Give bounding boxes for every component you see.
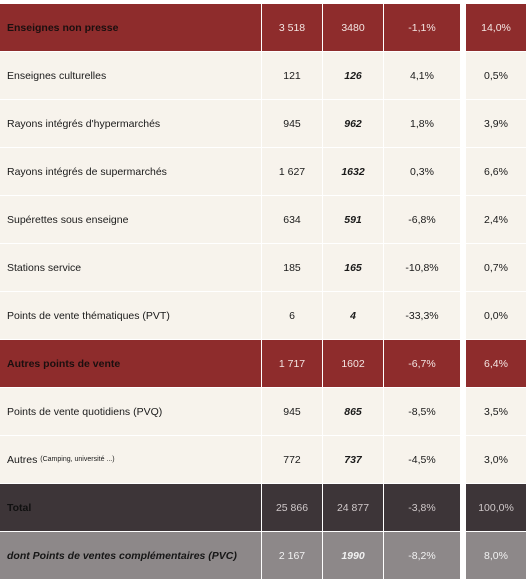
evolution: -6,8% [384,196,460,243]
evolution: -33,3% [384,292,460,339]
row-label: Enseignes non presse [0,4,261,51]
value-current: 737 [323,436,383,483]
column-gap [461,52,465,99]
table-row: Supérettes sous enseigne 634 591 -6,8% 2… [0,196,526,244]
value-previous: 1 627 [262,148,322,195]
row-label: Points de vente quotidiens (PVQ) [0,388,261,435]
value-previous: 1 717 [262,340,322,387]
pvc-row: dont Points de ventes complémentaires (P… [0,532,526,580]
share: 3,5% [466,388,526,435]
column-gap [461,388,465,435]
column-gap [461,4,465,51]
row-label: Autres points de vente [0,340,261,387]
value-current: 1990 [323,532,383,579]
row-label: Enseignes culturelles [0,52,261,99]
row-label: Rayons intégrés d'hypermarchés [0,100,261,147]
value-previous: 25 866 [262,484,322,531]
table-row: Enseignes non presse 3 518 3480 -1,1% 14… [0,4,526,52]
value-previous: 121 [262,52,322,99]
share: 6,4% [466,340,526,387]
table-row: Points de vente thématiques (PVT) 6 4 -3… [0,292,526,340]
evolution: -8,5% [384,388,460,435]
share: 3,0% [466,436,526,483]
value-previous: 2 167 [262,532,322,579]
value-current: 3480 [323,4,383,51]
value-current: 962 [323,100,383,147]
table-row: Enseignes culturelles 121 126 4,1% 0,5% [0,52,526,100]
distribution-table: Enseignes non presse 3 518 3480 -1,1% 14… [0,4,526,580]
share: 6,6% [466,148,526,195]
row-label-note: (Camping, université ...) [40,456,115,463]
table-row: Autres (Camping, université ...) 772 737… [0,436,526,484]
share: 2,4% [466,196,526,243]
column-gap [461,532,465,579]
evolution: 0,3% [384,148,460,195]
row-label: Points de vente thématiques (PVT) [0,292,261,339]
value-current: 24 877 [323,484,383,531]
value-previous: 6 [262,292,322,339]
row-label: dont Points de ventes complémentaires (P… [0,532,261,579]
column-gap [461,340,465,387]
row-label-text: Autres [7,453,38,466]
share: 0,5% [466,52,526,99]
value-previous: 634 [262,196,322,243]
evolution: 1,8% [384,100,460,147]
column-gap [461,436,465,483]
evolution: 4,1% [384,52,460,99]
share: 0,7% [466,244,526,291]
table-row: Points de vente quotidiens (PVQ) 945 865… [0,388,526,436]
evolution: -4,5% [384,436,460,483]
value-current: 591 [323,196,383,243]
total-row: Total 25 866 24 877 -3,8% 100,0% [0,484,526,532]
value-previous: 945 [262,100,322,147]
share: 8,0% [466,532,526,579]
row-label: Autres (Camping, université ...) [0,436,261,483]
evolution: -8,2% [384,532,460,579]
column-gap [461,148,465,195]
value-previous: 772 [262,436,322,483]
evolution: -1,1% [384,4,460,51]
share: 100,0% [466,484,526,531]
column-gap [461,292,465,339]
table-row: Rayons intégrés de supermarchés 1 627 16… [0,148,526,196]
share: 3,9% [466,100,526,147]
value-current: 865 [323,388,383,435]
column-gap [461,100,465,147]
value-current: 165 [323,244,383,291]
table-row: Autres points de vente 1 717 1602 -6,7% … [0,340,526,388]
share: 0,0% [466,292,526,339]
value-current: 4 [323,292,383,339]
table-row: Rayons intégrés d'hypermarchés 945 962 1… [0,100,526,148]
evolution: -6,7% [384,340,460,387]
row-label: Rayons intégrés de supermarchés [0,148,261,195]
value-current: 126 [323,52,383,99]
evolution: -3,8% [384,484,460,531]
value-current: 1602 [323,340,383,387]
value-current: 1632 [323,148,383,195]
value-previous: 185 [262,244,322,291]
row-label: Total [0,484,261,531]
evolution: -10,8% [384,244,460,291]
value-previous: 945 [262,388,322,435]
column-gap [461,484,465,531]
value-previous: 3 518 [262,4,322,51]
table-row: Stations service 185 165 -10,8% 0,7% [0,244,526,292]
column-gap [461,244,465,291]
column-gap [461,196,465,243]
row-label: Supérettes sous enseigne [0,196,261,243]
row-label: Stations service [0,244,261,291]
share: 14,0% [466,4,526,51]
